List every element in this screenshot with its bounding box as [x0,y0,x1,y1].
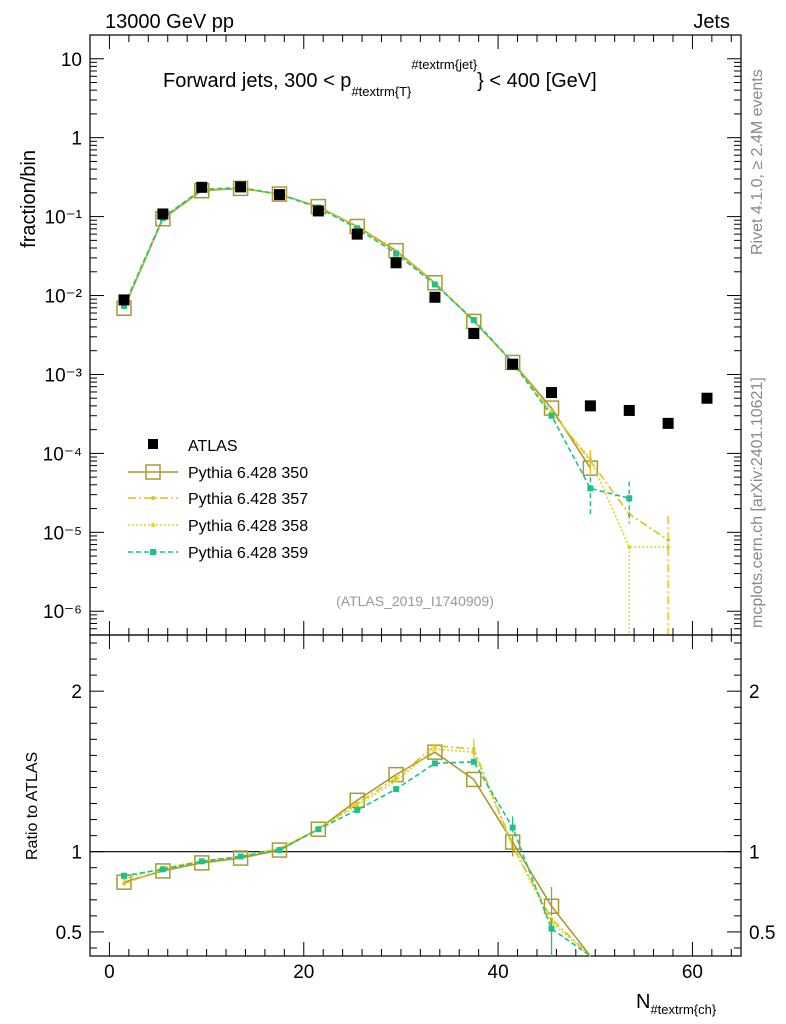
ratio-x-ticks: 0 20 40 60 [104,635,732,983]
series-pythia-359-point [470,316,477,323]
ratio-series-pythia-357-point [433,743,437,748]
header-right: Jets [693,11,730,33]
ratio-y-tick-label-right: 1 [749,843,760,864]
main-y-tick-label: 10⁻⁶ [43,602,82,623]
x-tick-label: 40 [488,962,509,983]
legend-marker-357 [151,496,155,500]
series-atlas-point [390,257,402,269]
legend-label-atlas: ATLAS [188,438,238,455]
ratio-y-tick-label: 1 [71,843,82,864]
main-y-tick-label: 1 [71,129,82,150]
ratio-y-tick-label: 0.5 [56,923,82,944]
side-label-bottom: mcplots.cern.ch [arXiv:2401.10621] [749,377,766,628]
ratio-series-pythia-359-point [431,760,438,767]
main-y-tick-label: 10 [61,50,82,71]
header-left: 13000 GeV pp [105,11,234,33]
legend-marker-358 [151,523,155,527]
legend-label-358: Pythia 6.428 358 [188,518,308,535]
ratio-series-pythia-359-point [237,853,244,860]
series-atlas-point [351,228,363,240]
series-atlas-point [118,294,130,306]
main-y-tick-label: 10⁻³ [45,365,83,386]
ratio-series-pythia-359-point [276,847,283,854]
legend-label-359: Pythia 6.428 359 [188,545,308,562]
series-pythia-350-point [427,275,443,291]
series-atlas-point [468,328,480,340]
series-atlas-point [584,400,596,412]
series-pythia-359-line [123,186,630,500]
ratio-y-tick-label-right: 0.5 [749,923,775,944]
ratio-series-group [116,739,592,957]
ratio-series-pythia-358-point [394,779,398,783]
series-atlas-point [429,291,441,303]
ratio-panel-frame [89,634,742,957]
ratio-series-pythia-359-point [315,826,322,833]
ratio-series-pythia-359-line [123,760,591,957]
ratio-series-pythia-357-point [394,776,398,780]
ratio-y-axis-label: Ratio to ATLAS [24,752,41,860]
ratio-series-pythia-359-point [393,786,400,793]
legend-marker-359 [150,549,156,555]
series-pythia-350-point [271,186,288,202]
legend-marker-atlas [148,439,158,449]
x-tick-label: 60 [682,962,703,983]
legend: ATLAS Pythia 6.428 350 Pythia 6.428 357 … [128,438,308,562]
main-x-ticks [108,35,732,635]
main-y-ticks: 10⁻⁶ 10⁻⁵ 10⁻⁴ 10⁻³ 10⁻² 10⁻¹ 1 10 [43,34,741,636]
main-y-tick-label: 10⁻² [45,287,83,308]
series-atlas-point [662,417,674,429]
series-atlas-point [623,404,635,416]
series-atlas-point [546,387,558,399]
ratio-series-pythia-357-point [122,881,126,886]
main-y-axis-label: fraction/bin [18,150,40,248]
series-pythia-359-point [121,302,128,309]
series-pythia-359-point [354,225,361,232]
ratio-series-pythia-350-point [271,842,288,858]
legend-label-357: Pythia 6.428 357 [188,491,308,508]
series-pythia-358-point [666,545,670,549]
series-pythia-358-line [123,186,669,548]
main-y-tick-label: 10⁻¹ [45,208,83,229]
ratio-series-pythia-359-point [121,872,128,879]
main-series-group [116,180,713,635]
ratio-series-pythia-357-line [123,744,591,957]
main-y-tick-label: 10⁻⁵ [43,523,82,544]
ratio-series-pythia-350-line [123,751,592,957]
ratio-series-pythia-359-point [198,858,205,865]
ratio-series-pythia-359-point [354,806,361,813]
ratio-series-pythia-359-point [470,758,477,765]
watermark: (ATLAS_2019_I1740909) [336,593,494,609]
main-y-tick-label: 10⁻⁴ [43,444,82,465]
ratio-y-ticks: 0.5 0.5 1 1 2 2 [56,642,775,949]
series-atlas-point [157,208,169,220]
series-atlas-point [196,181,208,193]
series-pythia-359-point [548,412,555,419]
series-atlas-point [701,392,713,404]
series-pythia-359-point [431,281,438,288]
ratio-series-pythia-358-line [123,748,591,957]
ratio-series-pythia-350-point [310,821,327,837]
series-atlas-point [235,181,247,193]
series-pythia-357-line [123,187,669,541]
series-atlas-point [312,205,324,217]
ratio-series-pythia-350-point [466,771,482,788]
series-pythia-359-point [393,250,400,257]
ratio-y-tick-label: 2 [71,682,82,703]
legend-marker-350 [145,464,161,480]
x-axis-label: N#textrm{ch} [636,991,717,1017]
side-label-top: Rivet 4.1.0, ≥ 2.4M events [749,69,766,255]
ratio-y-tick-label-right: 2 [749,682,760,703]
ratio-series-pythia-358-point [433,747,437,751]
ratio-series-pythia-358-point [355,803,360,807]
ratio-series-pythia-359-point [159,866,166,873]
chart-title: Forward jets, 300 < p#textrm{T}#textrm{j… [163,57,597,99]
legend-label-350: Pythia 6.428 350 [188,465,308,482]
x-tick-label: 20 [293,962,314,983]
series-atlas-point [273,189,285,201]
x-tick-label: 0 [104,962,115,983]
series-atlas-point [507,358,519,370]
